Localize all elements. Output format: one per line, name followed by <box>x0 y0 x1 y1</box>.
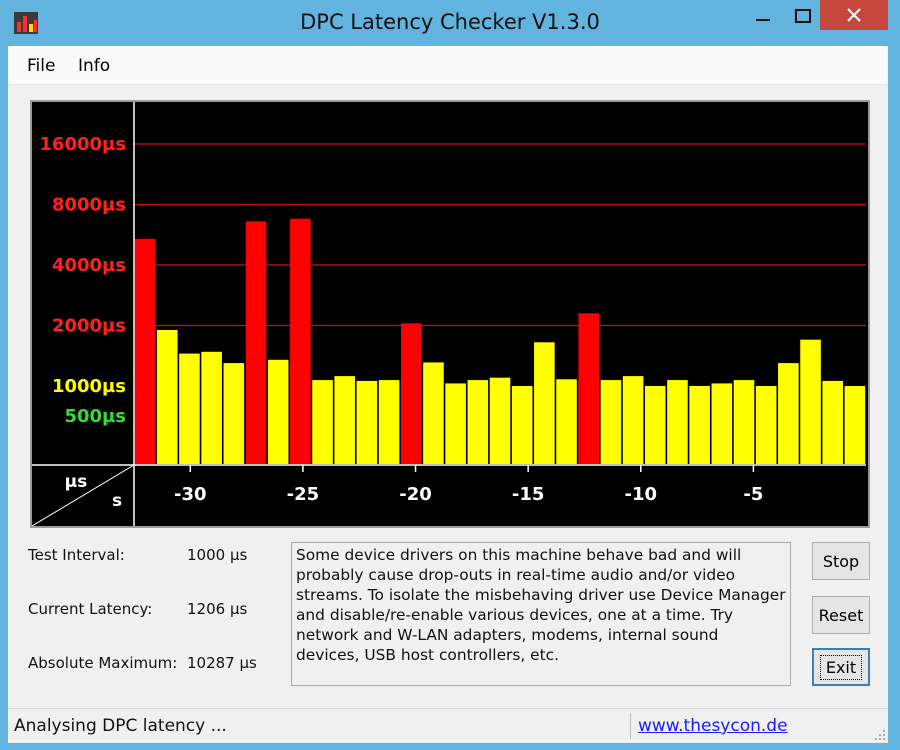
minimize-button[interactable] <box>740 0 786 32</box>
latency-bar <box>356 380 378 464</box>
current-latency-value: 1206 µs <box>187 600 248 618</box>
latency-bar <box>578 313 600 464</box>
close-icon <box>847 8 861 22</box>
exit-button[interactable]: Exit <box>812 648 870 686</box>
latency-bar <box>201 351 222 464</box>
latency-bar <box>245 221 267 464</box>
latency-bar <box>844 386 866 464</box>
status-text: Analysing DPC latency ... <box>14 716 227 736</box>
corner-diagonal <box>32 464 135 526</box>
latency-bar <box>134 238 156 464</box>
test-interval-label: Test Interval: <box>28 546 125 564</box>
latency-bar <box>689 386 710 464</box>
x-tick-label: -25 <box>287 484 320 505</box>
latency-bar <box>223 363 245 464</box>
latency-bar <box>800 339 821 464</box>
y-unit-label: µs <box>65 472 88 492</box>
latency-bar <box>711 383 733 464</box>
absolute-maximum-label: Absolute Maximum: <box>28 654 178 672</box>
resize-grip-icon[interactable] <box>872 727 886 741</box>
app-bars-icon <box>14 12 38 34</box>
maximize-button[interactable] <box>786 0 820 32</box>
latency-chart: 16000µs 8000µs 4000µs 2000µs 1000µs 500µs -30 -… <box>32 102 866 526</box>
status-separator <box>630 713 631 739</box>
x-tick-label: -20 <box>399 484 432 505</box>
x-tick-label: -10 <box>625 484 658 505</box>
x-tick-label: -15 <box>512 484 545 505</box>
y-tick-label: 4000µs <box>52 255 126 276</box>
latency-chart-frame: 16000µs 8000µs 4000µs 2000µs 1000µs 500µs -30 -… <box>30 100 870 528</box>
latency-bar <box>423 362 444 464</box>
maximize-icon <box>795 9 811 23</box>
latency-bar <box>556 379 577 464</box>
status-bar: Analysing DPC latency ... www.thesycon.d… <box>8 708 888 743</box>
latency-bar <box>622 376 644 464</box>
y-tick-label: 2000µs <box>52 316 126 337</box>
latency-bar <box>334 376 356 464</box>
latency-bar <box>778 363 799 464</box>
x-tick-label: -30 <box>174 484 207 505</box>
latency-bar <box>534 342 555 464</box>
menu-file[interactable]: File <box>27 56 56 76</box>
x-tick-label: -5 <box>743 484 763 505</box>
stop-button[interactable]: Stop <box>812 542 870 580</box>
y-tick-label: 16000µs <box>39 134 126 155</box>
y-tick-label: 1000µs <box>52 376 126 397</box>
latency-bar <box>378 380 400 464</box>
latency-bar <box>267 359 289 464</box>
latency-bar <box>600 380 622 464</box>
latency-bar <box>156 329 178 464</box>
title-bar[interactable]: DPC Latency Checker V1.3.0 <box>0 0 900 46</box>
reset-button[interactable]: Reset <box>812 596 870 634</box>
minimize-icon <box>756 19 770 21</box>
latency-bar <box>312 380 333 464</box>
absolute-maximum-value: 10287 µs <box>187 654 257 672</box>
latency-bar <box>511 386 533 464</box>
latency-bar <box>445 383 466 464</box>
latency-bar <box>467 380 489 464</box>
status-message: Some device drivers on this machine beha… <box>291 542 791 686</box>
latency-bar <box>667 380 688 464</box>
window-title: DPC Latency Checker V1.3.0 <box>300 10 600 34</box>
menu-info[interactable]: Info <box>78 56 111 76</box>
latency-bar <box>755 386 777 464</box>
website-link[interactable]: www.thesycon.de <box>638 716 788 736</box>
current-latency-label: Current Latency: <box>28 600 153 618</box>
y-tick-label: 8000µs <box>52 195 126 216</box>
client-area: File Info 16000µs 8000µs 4000µs 2000µs 1000µ… <box>8 46 888 743</box>
test-interval-value: 1000 µs <box>187 546 248 564</box>
menu-bar: File Info <box>8 46 888 85</box>
latency-bar <box>644 386 666 464</box>
x-unit-label: s <box>112 491 122 511</box>
latency-bar <box>489 377 511 464</box>
y-tick-label: 500µs <box>64 406 126 427</box>
latency-bar <box>290 218 311 464</box>
exit-button-label: Exit <box>819 654 863 680</box>
latency-bar <box>733 380 755 464</box>
latency-bar <box>400 323 422 464</box>
latency-bar <box>822 380 844 464</box>
latency-bar <box>179 353 200 464</box>
close-button[interactable] <box>820 0 888 30</box>
